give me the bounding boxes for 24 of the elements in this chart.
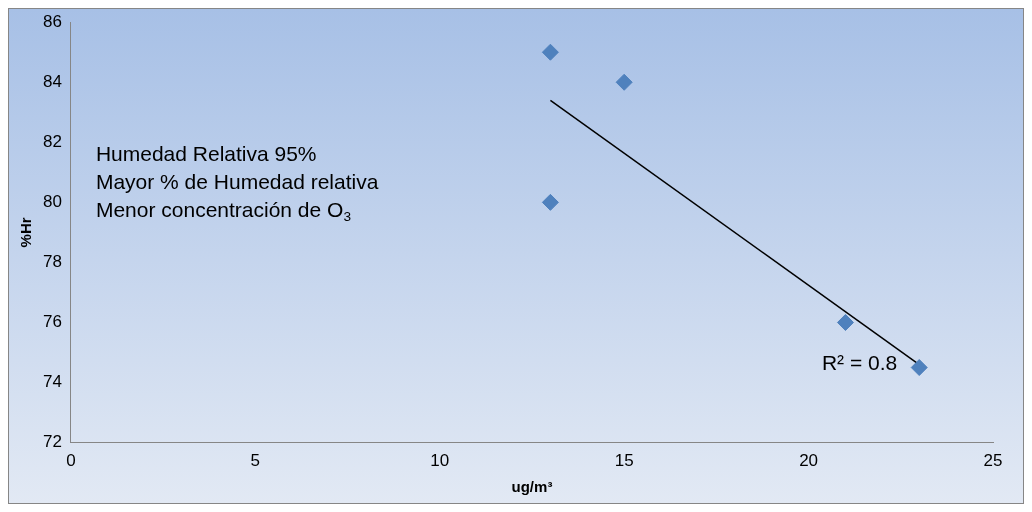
point <box>910 359 928 377</box>
point <box>541 43 559 61</box>
y-tick-label: 80 <box>42 192 62 212</box>
x-axis-title: ug/m³ <box>511 478 553 496</box>
point <box>615 73 633 91</box>
point <box>836 313 854 331</box>
y-tick-label: 74 <box>42 372 62 392</box>
y-tick-label: 76 <box>42 312 62 332</box>
x-tick-label: 5 <box>250 451 261 471</box>
annotation: Humedad Relativa 95% <box>95 142 317 165</box>
annotation: Mayor % de Humedad relativa <box>95 170 379 193</box>
point <box>541 193 559 211</box>
y-tick-label: 86 <box>42 11 62 31</box>
x-tick-label: 15 <box>614 451 634 471</box>
y-tick-label: 82 <box>42 132 62 151</box>
x-tick-label: 0 <box>66 451 76 471</box>
y-tick-label: 78 <box>42 252 62 272</box>
y-tick-label: 84 <box>42 71 62 91</box>
annotation: R² = 0.8 <box>821 351 898 375</box>
y-tick-label: 72 <box>42 432 62 452</box>
y-axis-title: %Hr <box>17 217 35 248</box>
x-tick-label: 25 <box>983 451 1003 471</box>
x-tick-label: 20 <box>799 451 819 471</box>
x-tick-label: 10 <box>430 451 450 471</box>
